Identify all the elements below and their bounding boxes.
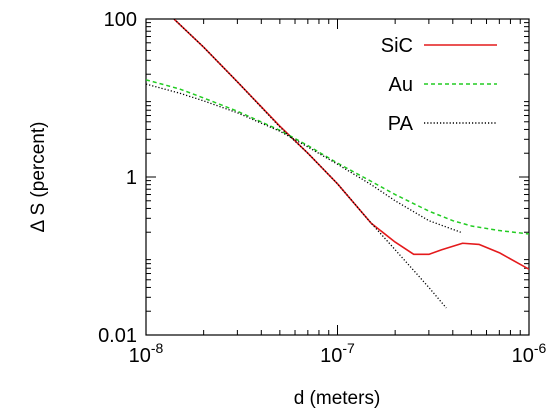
y-axis-label: Δ S (percent) xyxy=(28,122,49,233)
legend-label: Au xyxy=(389,74,413,96)
series-layer xyxy=(146,19,529,309)
x-tick-label: 10-7 xyxy=(320,340,355,367)
series-line-pa-asymptote xyxy=(173,19,447,309)
ticks: 10-8 10-7 10-6 0.01 1 100 xyxy=(98,9,546,367)
x-tick-label: 10-6 xyxy=(512,340,547,367)
legend: SiC Au PA xyxy=(381,35,497,135)
series-line-au xyxy=(146,79,529,235)
series-line-pa-exact xyxy=(146,83,461,233)
x-axis-label: d (meters) xyxy=(294,388,381,409)
legend-label: SiC xyxy=(381,35,413,57)
y-tick-label: 0.01 xyxy=(98,325,137,347)
legend-label: PA xyxy=(388,113,414,135)
y-tick-label: 100 xyxy=(104,9,137,31)
y-tick-label: 1 xyxy=(126,167,137,189)
series-line-sic xyxy=(173,19,529,270)
plot-frame xyxy=(145,18,530,336)
x-tick-label: 10-8 xyxy=(129,340,164,367)
